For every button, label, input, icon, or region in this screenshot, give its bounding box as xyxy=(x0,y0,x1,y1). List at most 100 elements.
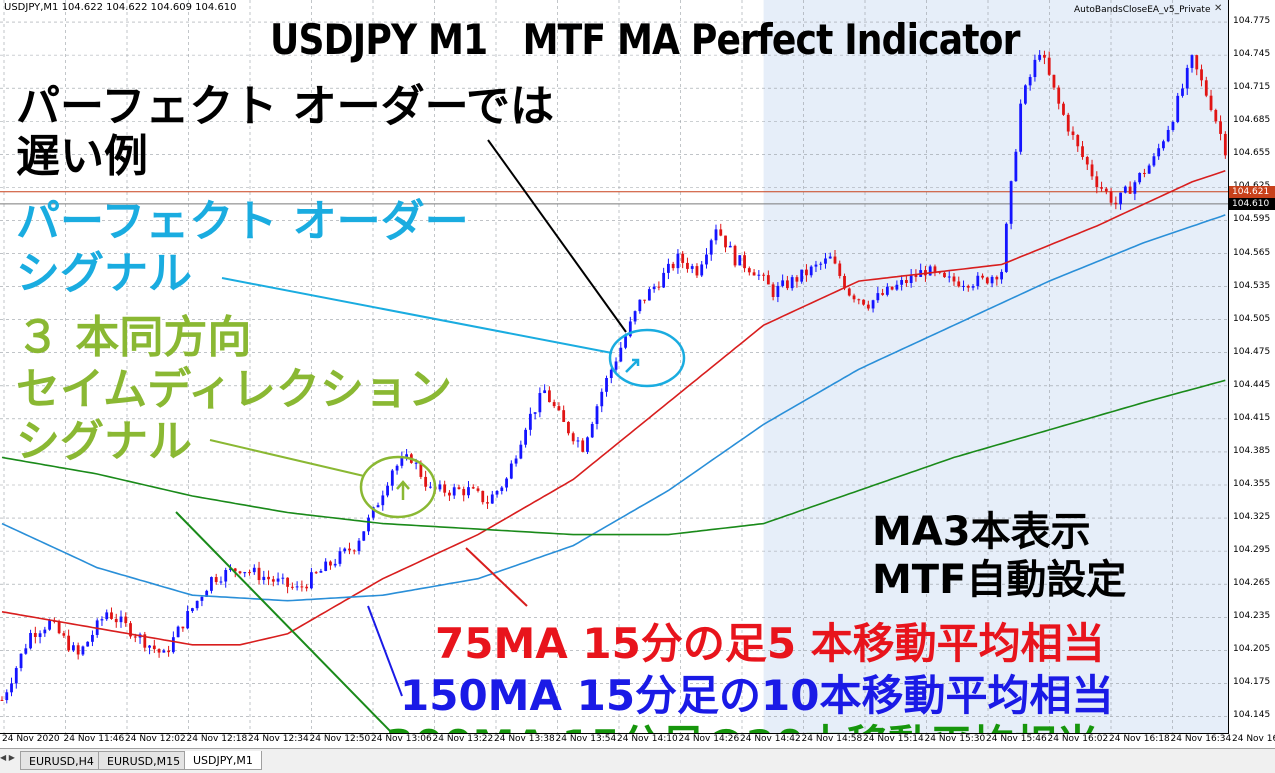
candle-body xyxy=(1200,69,1203,81)
candle-body xyxy=(900,280,904,285)
candle-body xyxy=(405,454,408,458)
slow-perfect-order-note: パーフェクト オーダーでは 遅い例 xyxy=(16,82,554,182)
price-tick-label: 104.595 xyxy=(1233,214,1271,225)
candle-body xyxy=(486,502,489,504)
candle-body xyxy=(933,266,937,272)
candle-body xyxy=(152,645,156,650)
candle-body xyxy=(1085,157,1089,165)
candle-body xyxy=(543,390,547,394)
candle-body xyxy=(752,272,756,276)
candle-body xyxy=(586,437,589,452)
same-note-line: セイムディレクション xyxy=(16,364,453,415)
candle-body xyxy=(33,632,37,637)
candle-body xyxy=(148,645,151,648)
candle-body xyxy=(667,263,670,273)
candle-body xyxy=(1038,54,1042,60)
candle-body xyxy=(1081,146,1084,158)
candle-body xyxy=(490,494,494,504)
candle-body xyxy=(985,277,989,284)
close-icon[interactable]: ✕ xyxy=(1214,3,1223,14)
candle-body xyxy=(1219,121,1222,134)
candle-body xyxy=(1152,156,1156,166)
candle-body xyxy=(743,255,746,269)
same-note-line: シグナル xyxy=(16,416,192,467)
candle-body xyxy=(676,253,680,269)
candle-body xyxy=(1071,131,1075,136)
tab-usdjpy-m1[interactable]: USDJPY,M1 xyxy=(184,751,262,770)
candle-body xyxy=(824,258,827,264)
time-tick-label: 24 Nov 15:14 xyxy=(863,734,924,744)
candle-body xyxy=(1119,192,1122,205)
candle-body xyxy=(628,321,632,337)
candle-body xyxy=(809,266,813,276)
chart-tab-bar: ◀ ▶ EURUSD,H4 EURUSD,M15 USDJPY,M1 xyxy=(0,748,1275,773)
candle-body xyxy=(281,577,285,579)
candle-body xyxy=(528,413,532,430)
candle-body xyxy=(538,393,542,413)
candle-body xyxy=(1014,151,1018,182)
time-axis[interactable]: 24 Nov 2020 24 Nov 11:46 24 Nov 12:02 24 No… xyxy=(0,734,1275,748)
price-tick-label: 104.175 xyxy=(1233,677,1271,688)
slow-note-line: パーフェクト オーダーでは xyxy=(16,81,555,132)
candle-body xyxy=(367,517,370,532)
candle-body xyxy=(476,488,480,491)
candle-body xyxy=(695,266,699,276)
candle-body xyxy=(371,507,375,518)
candle-body xyxy=(386,485,389,496)
candle-body xyxy=(376,505,380,508)
tab-scroll-arrows-icon[interactable]: ◀ ▶ xyxy=(0,753,15,762)
candle-body xyxy=(576,440,580,442)
candle-body xyxy=(448,492,451,496)
candle-body xyxy=(928,266,932,276)
price-tag-bid: 104.610 xyxy=(1229,197,1275,210)
candle-body xyxy=(210,577,213,591)
highlight-region xyxy=(763,0,1228,733)
tab-eurusd-m15[interactable]: EURUSD,M15 xyxy=(98,751,190,770)
candle-body xyxy=(324,561,328,571)
candle-body xyxy=(909,274,913,283)
candle-body xyxy=(438,484,442,490)
candle-body xyxy=(1176,95,1180,123)
candle-body xyxy=(971,286,975,288)
chart-title: USDJPY M1 MTF MA Perfect Indicator xyxy=(270,15,1020,64)
chart-area[interactable]: USDJPY,M1 104.622 104.622 104.609 104.61… xyxy=(0,0,1229,734)
candle-body xyxy=(814,264,818,267)
candle-body xyxy=(914,274,918,277)
candle-body xyxy=(362,531,366,541)
candle-body xyxy=(981,275,984,278)
price-tick-label: 104.715 xyxy=(1233,82,1271,93)
ma3-note-line: MTF自動設定 xyxy=(872,557,1127,603)
tab-eurusd-h4[interactable]: EURUSD,H4 xyxy=(20,751,103,770)
candle-body xyxy=(709,240,713,255)
candle-body xyxy=(1066,114,1070,132)
candle-body xyxy=(424,476,428,487)
price-tick-label: 104.205 xyxy=(1233,644,1271,655)
ma300-pointer xyxy=(175,511,393,733)
price-tick-label: 104.235 xyxy=(1233,611,1271,622)
candle-body xyxy=(652,286,656,290)
candle-body xyxy=(224,570,228,582)
ma-line-300ma xyxy=(1,379,1226,536)
candle-body xyxy=(357,540,361,552)
candle-body xyxy=(862,299,865,305)
candle-body xyxy=(890,286,894,290)
candle-body xyxy=(1166,129,1170,142)
candle-body xyxy=(229,568,232,571)
candle-body xyxy=(857,299,861,301)
candle-body xyxy=(110,612,113,619)
candle-body xyxy=(686,262,689,269)
ma75-pointer xyxy=(465,547,528,607)
perfect-note-pointer xyxy=(221,277,613,354)
candle-body xyxy=(681,253,685,263)
price-axis[interactable]: 104.775 104.745 104.715 104.685 104.655 104.6… xyxy=(1229,0,1275,733)
candle-body xyxy=(633,311,637,322)
candle-body xyxy=(1185,67,1189,89)
candle-body xyxy=(766,275,770,285)
price-chart[interactable] xyxy=(0,0,1228,733)
candle-body xyxy=(505,478,508,488)
ma3-note-line: MA3本表示 xyxy=(872,509,1091,555)
candle-body xyxy=(943,272,946,278)
candle-body xyxy=(619,347,623,362)
ma3-display-note: MA3本表示 MTF自動設定 xyxy=(872,508,1126,604)
perfect-note-line: パーフェクト オーダー xyxy=(16,196,469,247)
